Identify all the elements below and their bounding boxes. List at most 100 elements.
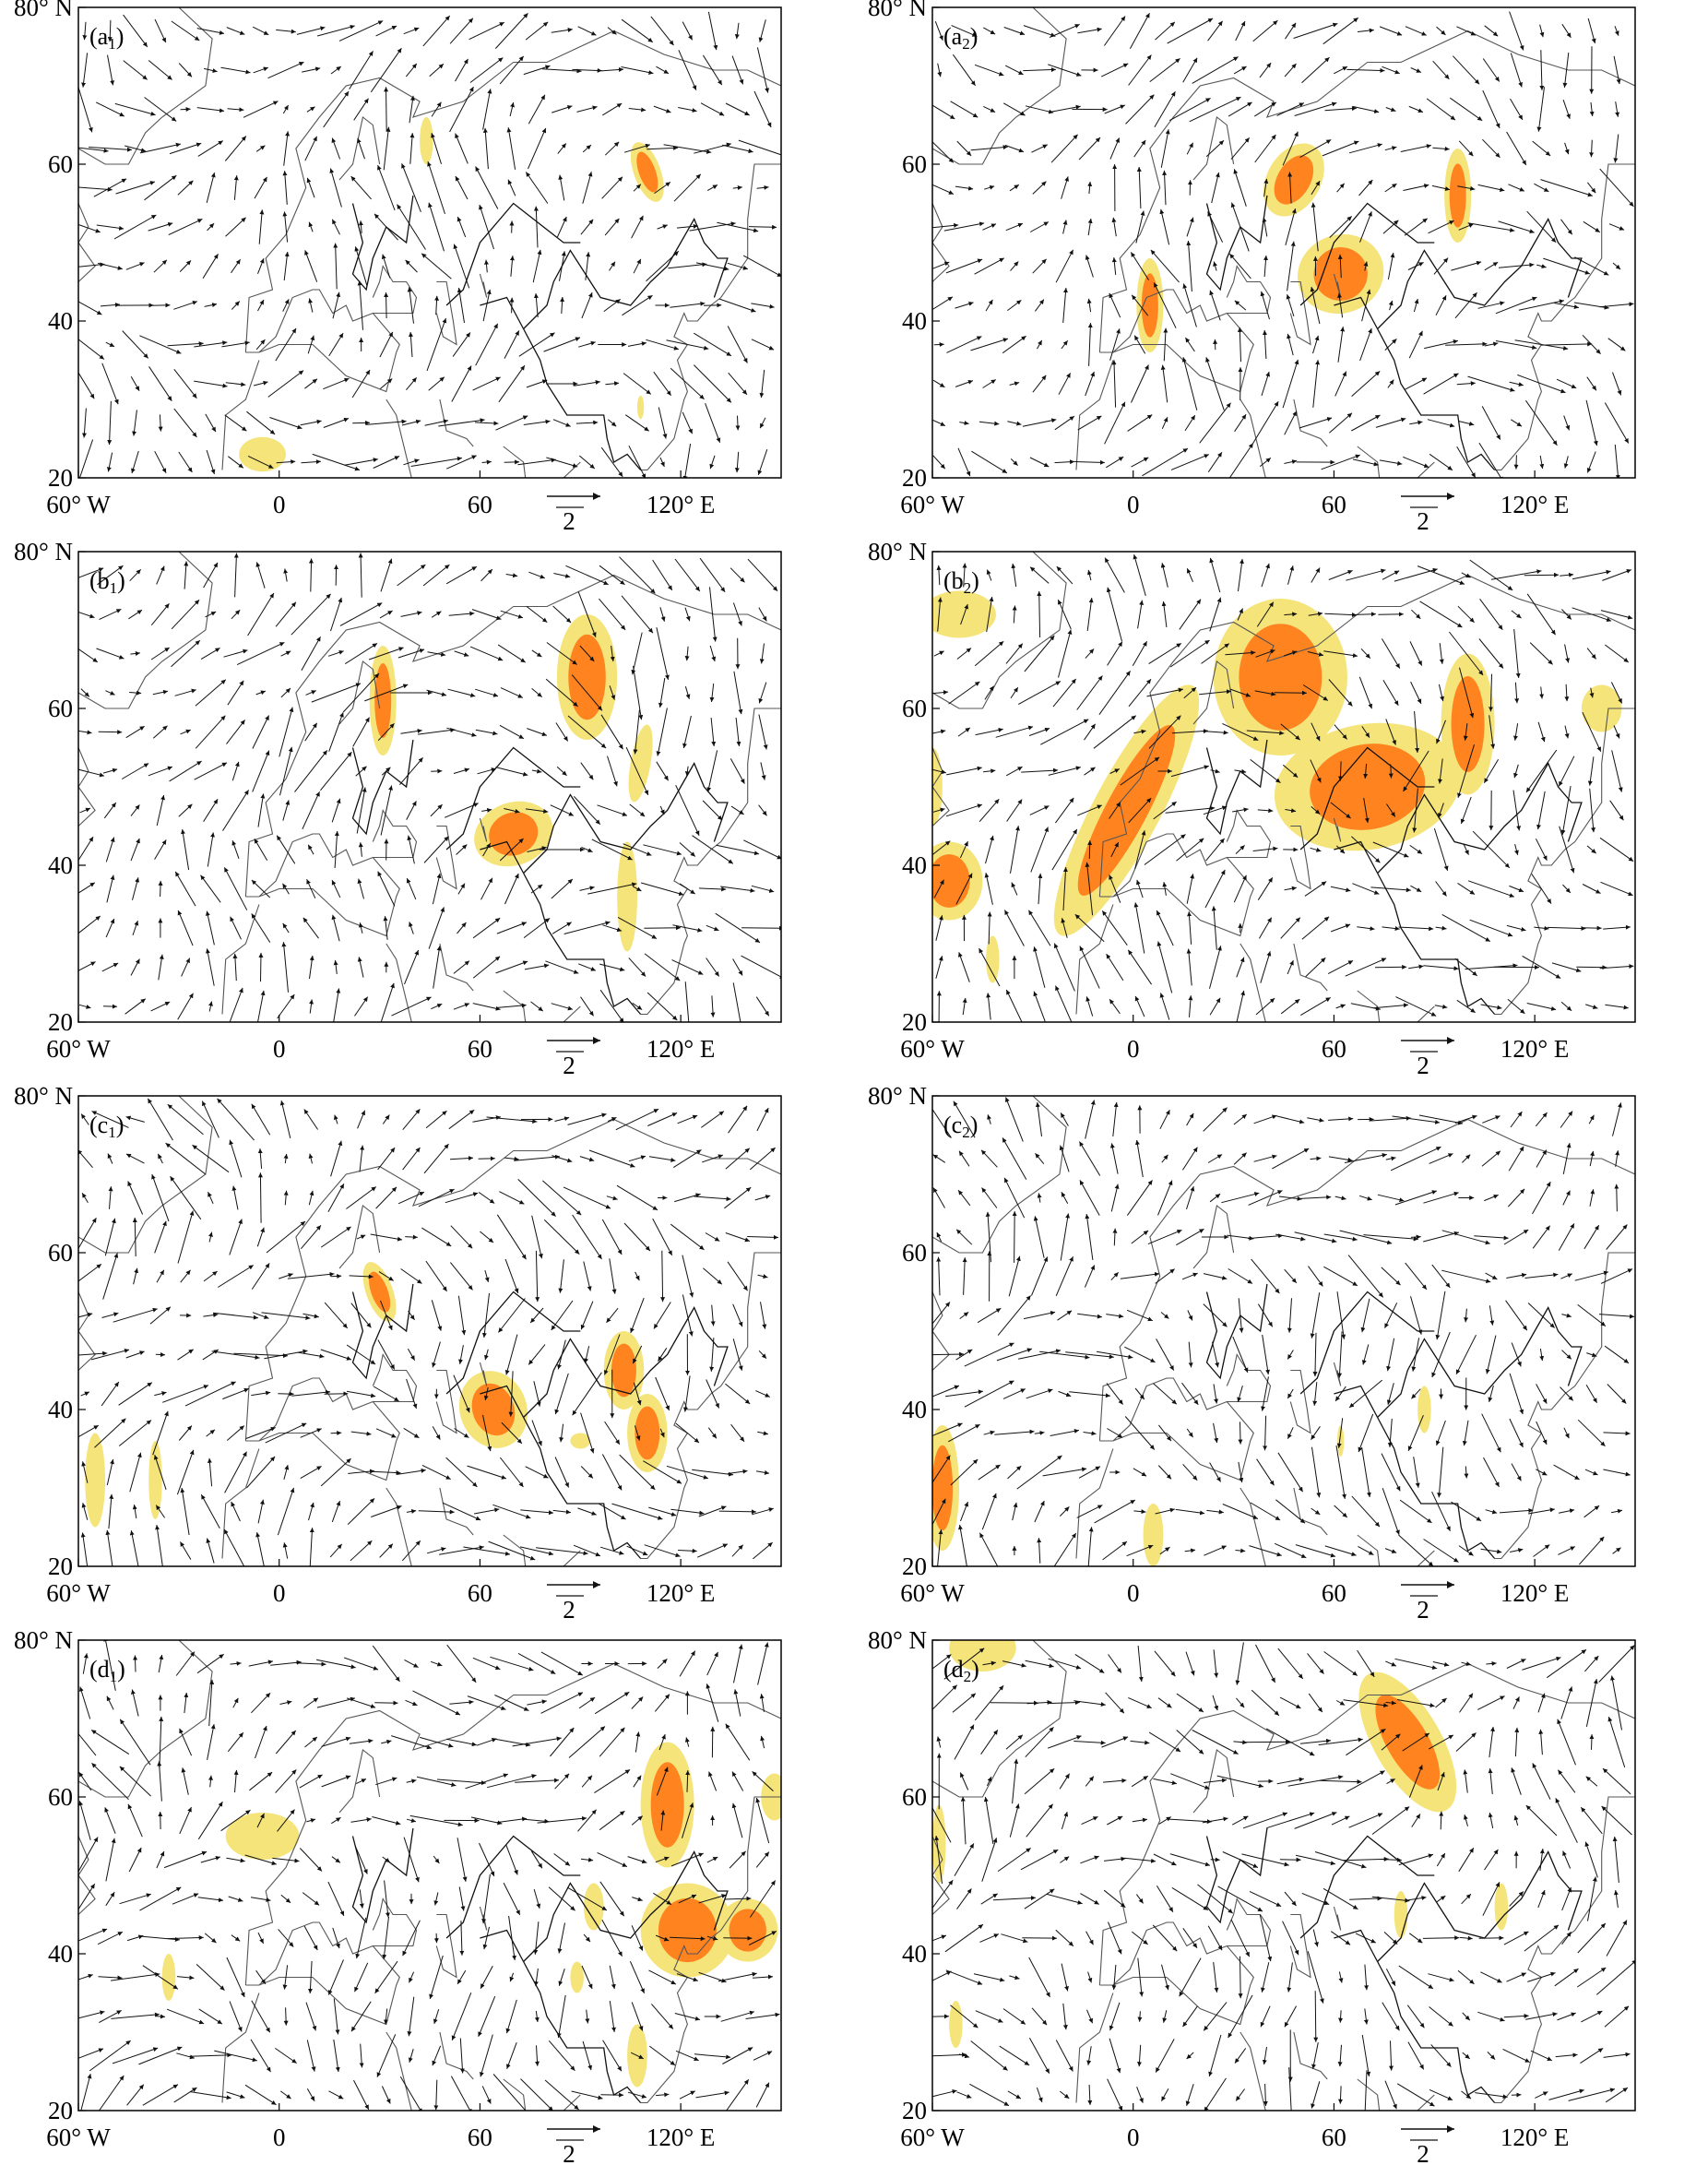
wind-vector [1395,997,1436,1017]
wind-vector [1587,452,1595,473]
wind-vector [1059,1391,1072,1396]
wind-vector [457,922,467,934]
wind-vector [1035,300,1044,312]
wind-vector [331,1817,340,1823]
wind-vector [685,608,690,622]
wind-vector [1399,1535,1434,1566]
wind-vector [1506,1301,1527,1330]
y-tick-label: 40 [902,1396,927,1423]
coastline [932,1292,949,1371]
wind-vector [1513,791,1519,831]
wind-vector [981,1150,997,1168]
wind-vector [1053,1533,1076,1568]
wind-vector [1334,66,1347,74]
wind-vector [1026,1660,1054,1667]
wind-vector [623,374,651,395]
wind-vector [1002,1137,1026,1179]
country-border [1378,874,1495,1015]
wind-vector [70,221,101,232]
wind-vector [734,672,741,714]
wind-vector [629,958,646,976]
coastline [1099,1922,1253,2025]
wind-vector [1281,918,1300,939]
wind-vector [409,1972,414,1983]
wind-vector [1482,406,1500,439]
wind-vector [168,343,204,345]
wind-vector [123,331,148,359]
wind-vector [1486,1663,1496,1664]
plot-area [58,7,787,572]
wind-vector [432,612,441,618]
wind-vector [1035,1216,1044,1257]
wind-vector [1605,645,1629,662]
wind-vector [1336,1005,1346,1008]
wind-vector [982,1188,997,1208]
wind-vector [600,1882,624,1916]
wind-vector [1465,1421,1469,1445]
wind-vector [545,961,578,973]
wind-vector [1212,172,1219,203]
wind-vector [1496,341,1536,349]
wind-vector [677,226,698,228]
wind-vector [184,1693,186,1713]
wind-vector [1590,789,1594,832]
wind-vector [1616,101,1619,117]
wind-vector [1565,456,1568,468]
wind-vector [283,942,288,993]
wind-vector [429,377,445,391]
wind-vector [1285,2006,1297,2028]
wind-vector [1209,2035,1221,2076]
wind-vector [694,365,731,403]
wind-vector [1386,1158,1396,1160]
panel-label: (a1) [89,23,124,53]
wind-vector [679,50,696,89]
wind-vector [648,1507,676,1516]
wind-vector [756,1852,769,1868]
wind-vector [560,251,565,280]
wind-vector [1185,338,1194,351]
wind-vector [732,1772,743,1791]
wind-vector [1358,1414,1373,1452]
wind-vector [694,1196,731,1199]
wind-vector [559,1995,566,2038]
wind-vector [1223,1852,1258,1868]
wind-vector [1413,1338,1419,1371]
wind-vector [106,1892,114,1906]
wind-vector [1252,401,1278,445]
wind-vector [100,609,122,619]
wind-vector [685,686,689,699]
coastline [339,1750,380,1813]
wind-vector [1101,64,1128,77]
coastline [78,748,95,827]
wind-vector [1408,966,1423,968]
wind-vector [126,263,145,270]
wind-vector [1156,910,1173,946]
wind-vector [573,1373,602,1415]
coastline [1495,1253,1635,1559]
wind-vector [565,565,608,584]
wind-vector [1063,2004,1066,2029]
wind-vector [196,716,225,749]
wind-vector [483,89,491,129]
wind-vector [225,1452,247,1493]
wind-vector [404,459,420,465]
wind-vector [1603,927,1631,929]
wind-vector [1337,1291,1344,1339]
wind-vector [445,803,479,818]
wind-vector [428,161,445,214]
wind-vector [446,456,477,469]
wind-vector [717,845,759,853]
wind-vector [259,209,262,244]
wind-vector [380,332,393,357]
wind-vector [1588,18,1595,43]
wind-vector [933,380,944,387]
plot-frame [78,552,781,1022]
wind-vector [205,304,218,307]
wind-vector [1482,1151,1500,1167]
wind-vector [105,1219,114,1255]
wind-vector [1049,767,1081,776]
significance-shade-strong [651,1762,684,1847]
wind-vector [1257,1459,1275,1486]
wind-vector [1261,2006,1270,2028]
